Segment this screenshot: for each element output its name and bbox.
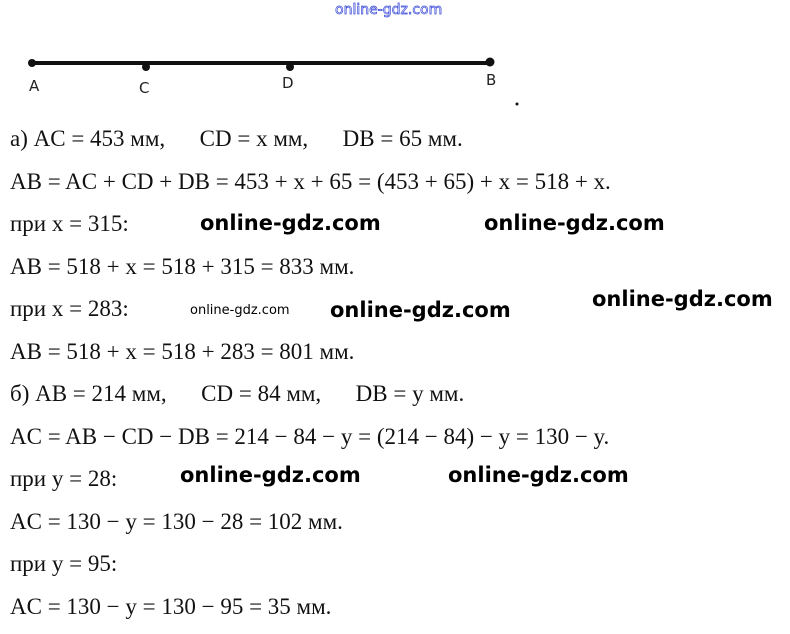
watermark: online-gdz.com bbox=[330, 298, 511, 322]
text-line: при y = 95: bbox=[10, 551, 118, 576]
text-line: AB = 518 + x = 518 + 283 = 801 мм. bbox=[10, 339, 355, 364]
text-line: при x = 315: bbox=[10, 211, 129, 236]
segment-ab bbox=[28, 57, 519, 106]
watermark: online-gdz.com bbox=[448, 463, 629, 487]
label-a: A bbox=[29, 77, 40, 95]
text-line: а) AC = 453 мм, CD = x мм, DB = 65 мм. bbox=[10, 126, 463, 151]
label-d: D bbox=[282, 74, 294, 92]
point-c bbox=[142, 63, 150, 71]
point-d bbox=[286, 63, 294, 71]
watermark: online-gdz.com bbox=[190, 303, 290, 318]
dot bbox=[515, 102, 519, 106]
text-line: при x = 283: bbox=[10, 296, 129, 321]
watermark: online-gdz.com bbox=[200, 211, 381, 235]
watermark: online-gdz.com bbox=[335, 2, 443, 19]
text-line: AC = 130 − y = 130 − 28 = 102 мм. bbox=[10, 509, 343, 534]
label-b: B bbox=[486, 71, 497, 89]
point-a bbox=[28, 59, 36, 67]
text-line: AC = 130 − y = 130 − 95 = 35 мм. bbox=[10, 594, 332, 619]
watermark: online-gdz.com bbox=[592, 287, 773, 311]
text-line: AB = AC + CD + DB = 453 + x + 65 = (453 … bbox=[10, 169, 611, 194]
label-c: C bbox=[139, 79, 150, 97]
text-line: AC = AB − CD − DB = 214 − 84 − y = (214 … bbox=[10, 424, 610, 449]
text-line: при y = 28: bbox=[10, 466, 118, 491]
watermark: online-gdz.com bbox=[180, 463, 361, 487]
text-line: б) AB = 214 мм, CD = 84 мм, DB = y мм. bbox=[10, 381, 465, 406]
watermark: online-gdz.com bbox=[484, 211, 665, 235]
point-b bbox=[485, 57, 495, 67]
text-line: AB = 518 + x = 518 + 315 = 833 мм. bbox=[10, 254, 355, 279]
